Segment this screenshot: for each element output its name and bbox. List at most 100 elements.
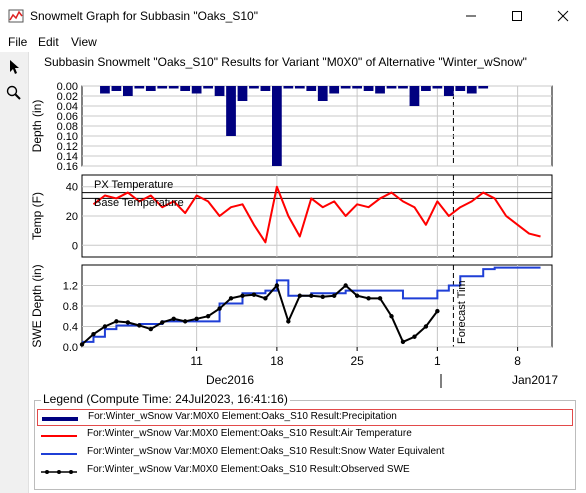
x-tick-label-1: 18 [270, 354, 284, 368]
observed-swe-point-3 [114, 319, 119, 324]
month-label-dec: Dec2016 [206, 373, 254, 387]
observed-swe-point-19 [297, 293, 303, 298]
legend-item-precipitation[interactable]: For:Winter_wSnow Var:M0X0 Element:Oaks_S… [37, 409, 573, 426]
precip-bar-11 [226, 86, 236, 136]
observed-swe-point-21 [320, 294, 325, 299]
precip-y-axis-label: Depth (in) [30, 100, 44, 153]
swe-y-tick-2: 0.8 [63, 301, 78, 313]
menu-file[interactable]: File [8, 35, 28, 49]
precip-bar-21 [340, 86, 351, 89]
precip-bar-16 [283, 86, 294, 89]
precip-y-tick-4: 0.08 [57, 121, 78, 133]
precip-bar-4 [145, 86, 156, 91]
precip-bar-31 [455, 86, 466, 91]
temp-y-tick-1: 20 [66, 211, 78, 223]
precip-bar-9 [203, 86, 213, 89]
x-tick-label-3: 1 [434, 354, 441, 368]
maximize-button[interactable] [494, 0, 540, 32]
precip-bar-0 [100, 86, 110, 94]
observed-swe-point-5 [137, 323, 142, 328]
month-label-jan: Jan2017 [512, 373, 558, 387]
maximize-icon [512, 11, 522, 21]
legend-title: Legend (Compute Time: 24Jul2023, 16:41:1… [41, 392, 290, 406]
observed-swe-point-30 [423, 324, 429, 329]
precip-bar-13 [249, 86, 259, 89]
precip-y-tick-7: 0.14 [57, 151, 78, 163]
precipitation-swatch [42, 417, 78, 421]
observed-swe-point-16 [263, 296, 268, 301]
legend-label-observed-swe: For:Winter_wSnow Var:M0X0 Element:Oaks_S… [87, 464, 410, 475]
air-temperature-swatch [41, 435, 77, 437]
precip-y-tick-8: 0.16 [57, 161, 78, 173]
minimize-icon [466, 15, 476, 17]
minimize-button[interactable] [448, 0, 494, 32]
x-tick-label-2: 25 [350, 354, 364, 368]
legend-label-precipitation: For:Winter_wSnow Var:M0X0 Element:Oaks_S… [88, 411, 397, 422]
pointer-icon[interactable] [5, 58, 23, 76]
precip-bar-25 [386, 86, 397, 89]
observed-swe-point-28 [400, 339, 406, 345]
legend-item-snow-water-equivalent[interactable]: For:Winter_wSnow Var:M0X0 Element:Oaks_S… [37, 445, 573, 462]
close-icon [557, 10, 569, 22]
precip-bar-30 [443, 86, 454, 96]
observed-swe-point-13 [228, 296, 234, 301]
observed-swe-point-27 [389, 314, 394, 319]
precip-y-tick-1: 0.02 [57, 91, 78, 103]
precip-y-tick-3: 0.06 [57, 111, 78, 123]
observed-swe-point-6 [148, 326, 153, 332]
air-temperature-line [92, 185, 541, 244]
precip-bar-7 [180, 86, 191, 91]
observed-swe-point-15 [251, 292, 257, 297]
swe-y-tick-3: 1.2 [63, 281, 78, 293]
menu-view[interactable]: View [71, 35, 97, 49]
precip-bar-6 [168, 86, 179, 89]
base-temperature-label: Base Temperature [94, 197, 184, 209]
precip-bar-33 [478, 86, 489, 89]
observed-swe-point-31 [435, 308, 440, 314]
legend-item-observed-swe[interactable]: For:Winter_wSnow Var:M0X0 Element:Oaks_S… [37, 463, 573, 480]
precip-bar-17 [294, 86, 305, 89]
menu-edit[interactable]: Edit [38, 35, 59, 49]
temp-y-axis-label: Temp (F) [30, 192, 44, 240]
precip-bar-18 [306, 86, 317, 91]
precip-bar-29 [432, 86, 443, 89]
observed-swe-point-2 [102, 324, 108, 329]
window-title: Snowmelt Graph for Subbasin "Oaks_S10" [30, 9, 258, 23]
precip-bar-8 [191, 86, 202, 94]
precip-y-tick-6: 0.12 [57, 141, 78, 153]
precip-bar-27 [409, 86, 420, 106]
observed-swe-point-11 [205, 314, 211, 319]
legend-item-air-temperature[interactable]: For:Winter_wSnow Var:M0X0 Element:Oaks_S… [37, 427, 573, 444]
temp-y-tick-0: 0 [72, 240, 78, 252]
zoom-icon[interactable] [5, 84, 23, 102]
precip-bar-23 [363, 86, 374, 91]
tool-strip [0, 52, 29, 493]
precip-y-tick-2: 0.04 [57, 101, 78, 113]
charts-svg: 0.000.020.040.060.080.100.120.140.160204… [30, 81, 558, 388]
precip-bar-28 [421, 86, 431, 91]
observed-swe-point-22 [331, 293, 337, 298]
precip-bar-1 [111, 86, 122, 91]
observed-swe-point-14 [240, 293, 245, 298]
close-button[interactable] [540, 0, 586, 32]
temp-y-tick-2: 40 [66, 182, 78, 194]
precip-bar-5 [157, 86, 168, 89]
observed-swe-point-24 [354, 293, 360, 298]
observed-swe-point-17 [274, 283, 280, 288]
x-tick-label-0: 11 [190, 354, 203, 368]
legend-label-snow-water-equivalent: For:Winter_wSnow Var:M0X0 Element:Oaks_S… [87, 446, 445, 457]
observed-swe-point-12 [217, 306, 222, 311]
precip-bar-32 [466, 86, 477, 94]
graph-app-icon [8, 9, 24, 23]
swe-swatch [41, 453, 77, 455]
legend-panel: Legend (Compute Time: 24Jul2023, 16:41:1… [29, 389, 586, 493]
labels-layer: 0.000.020.040.060.080.100.120.140.160204… [57, 81, 522, 368]
precip-bar-10 [214, 86, 225, 96]
observed-swe-swatch [41, 470, 77, 474]
legend-label-air-temperature: For:Winter_wSnow Var:M0X0 Element:Oaks_S… [87, 428, 412, 439]
precip-bar-20 [329, 86, 340, 94]
swe-y-tick-1: 0.4 [63, 322, 78, 334]
observed-swe-point-18 [286, 319, 291, 324]
menu-bar: File Edit View [0, 32, 586, 52]
px-temperature-label: PX Temperature [94, 179, 173, 191]
